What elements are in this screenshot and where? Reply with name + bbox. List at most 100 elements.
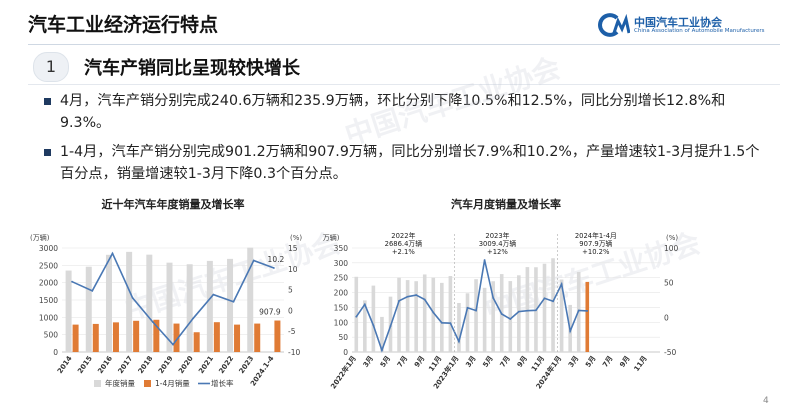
- period-summary-label: +12%: [487, 248, 508, 256]
- x-tick-label: 7月: [396, 355, 409, 369]
- bar-1-4月销量: [112, 322, 119, 352]
- x-tick-label: 5月: [379, 355, 392, 369]
- bar-年度销量: [126, 251, 133, 352]
- growth-rate-line: [355, 259, 588, 353]
- period-summary-label: 2686.4万辆: [385, 239, 423, 248]
- x-tick-label: 3月: [464, 355, 477, 369]
- y-tick-label: 1000: [39, 313, 58, 322]
- bar-月度销量: [491, 281, 495, 352]
- y-tick-label: 0: [53, 348, 58, 357]
- x-tick-label: 2016: [96, 354, 114, 375]
- growth-rate-point: [423, 298, 426, 301]
- y-tick-label: 3000: [39, 244, 58, 253]
- bar-1-4月销量: [193, 332, 200, 352]
- growth-rate-point: [577, 309, 580, 312]
- section-divider: [28, 84, 780, 85]
- bar-1-4月销量: [133, 320, 140, 352]
- x-tick-label: 9月: [516, 355, 529, 369]
- growth-rate-point: [517, 310, 520, 313]
- x-tick-label: 2023: [238, 354, 256, 375]
- bar-年度销量: [247, 247, 254, 352]
- growth-rate-point: [449, 322, 452, 325]
- logo-text-en: China Association of Automobile Manufact…: [634, 28, 765, 34]
- x-tick-label: 9月: [618, 355, 631, 369]
- y-tick-label: 50: [338, 333, 348, 342]
- bar-月度销量: [474, 279, 478, 352]
- association-logo: 中国汽车工业协会 China Association of Automobile…: [596, 13, 786, 39]
- x-tick-label: 2021: [197, 354, 215, 375]
- x-tick-label: 11月: [427, 355, 443, 373]
- growth-rate-point: [273, 267, 275, 269]
- growth-rate-point: [432, 311, 435, 314]
- bar-1-4月销量: [72, 324, 79, 352]
- bar-年度销量: [85, 266, 92, 352]
- growth-rate-point: [363, 303, 366, 306]
- period-summary-label: 2023年: [485, 231, 509, 240]
- growth-rate-point: [466, 306, 469, 309]
- page-title: 汽车工业经济运行特点: [28, 14, 219, 36]
- bar-年度销量: [105, 254, 112, 352]
- section-title: 汽车产销同比呈现较快增长: [84, 58, 300, 79]
- y-axis-unit: (万辆): [322, 233, 340, 242]
- period-summary-label: 3009.4万辆: [479, 239, 517, 248]
- legend-swatch: [144, 380, 151, 387]
- legend-label: 增长率: [211, 378, 234, 388]
- y2-tick-label: 0: [288, 306, 293, 315]
- caam-logo-icon: [598, 13, 630, 37]
- sales-value-label: 907.9: [259, 308, 281, 317]
- period-summary-label: 2022年: [391, 231, 415, 240]
- bar-年度销量: [186, 264, 193, 352]
- growth-rate-point: [492, 297, 495, 299]
- bar-1-4月销量: [274, 320, 281, 352]
- growth-rate-point: [552, 300, 554, 303]
- bar-1-4月销量: [92, 323, 99, 352]
- bar-当月销量: [585, 281, 590, 352]
- bar-月度销量: [380, 316, 384, 352]
- growth-rate-point: [355, 315, 358, 318]
- bar-月度销量: [559, 279, 564, 352]
- y-tick-label: 150: [334, 303, 349, 312]
- bar-年度销量: [65, 270, 72, 352]
- period-summary-label: 907.9万辆: [579, 239, 612, 248]
- y2-tick-label: -10: [288, 348, 300, 357]
- x-tick-label: 2014: [56, 354, 74, 375]
- bar-月度销量: [508, 281, 513, 352]
- growth-rate-point: [111, 252, 114, 255]
- x-tick-label: 3月: [567, 355, 580, 369]
- growth-rate-point: [526, 309, 529, 312]
- y-tick-label: 100: [334, 318, 349, 327]
- y-tick-label: 350: [334, 244, 349, 253]
- growth-rate-point: [381, 349, 383, 352]
- chart-title: 汽车月度销量及增长率: [451, 197, 561, 211]
- bullet-text: 4月，汽车产销分别完成240.6万辆和235.9万辆，环比分别下降10.5%和1…: [60, 93, 726, 131]
- growth-rate-point: [586, 309, 589, 312]
- growth-rate-point: [151, 321, 154, 323]
- y2-tick-label: 0: [664, 313, 669, 322]
- x-tick-label: 3月: [362, 355, 375, 369]
- x-tick-label: 7月: [499, 355, 512, 369]
- growth-rate-line: [71, 251, 275, 346]
- growth-rate-point: [372, 324, 375, 327]
- legend-label: 年度销量: [105, 378, 135, 388]
- bar-月度销量: [525, 267, 530, 352]
- bar-1-4月销量: [213, 322, 220, 352]
- x-tick-label: 9月: [413, 355, 426, 369]
- growth-rate-point: [406, 295, 409, 298]
- bar-月度销量: [482, 287, 487, 352]
- growth-rate-point: [475, 309, 477, 312]
- x-tick-label: 2022: [217, 354, 235, 375]
- bullet-square-icon: [44, 98, 51, 105]
- growth-rate-point: [509, 318, 512, 320]
- bar-年度销量: [227, 258, 234, 352]
- page-number: 4: [763, 396, 769, 406]
- period-summary-label: +10.2%: [582, 248, 610, 256]
- growth-rate-point: [535, 309, 537, 312]
- growth-rate-point: [71, 280, 73, 283]
- growth-rate-point: [560, 283, 563, 286]
- header-divider: [28, 44, 780, 45]
- bar-月度销量: [551, 258, 555, 352]
- bar-年度销量: [166, 262, 173, 352]
- growth-rate-point: [172, 343, 174, 346]
- growth-rate-point: [91, 289, 94, 292]
- y2-tick-label: 15: [288, 244, 298, 253]
